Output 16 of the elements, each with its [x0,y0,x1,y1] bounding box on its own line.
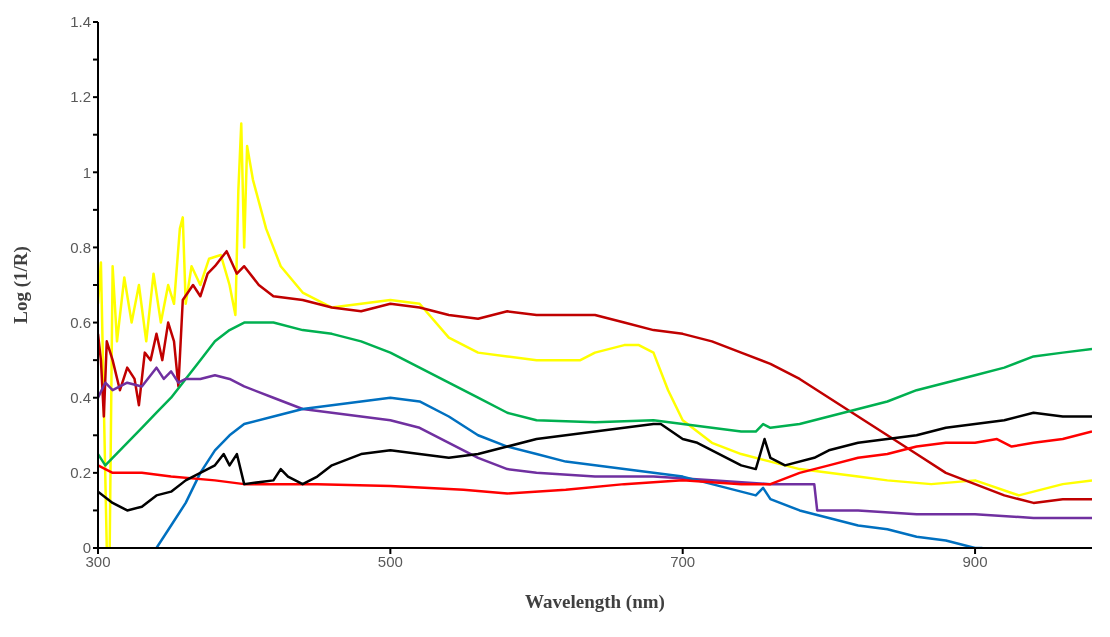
x-axis-title: Wavelength (nm) [525,591,665,613]
x-tick-label: 700 [670,552,696,570]
line-series [98,249,1092,505]
y-tick-label: 0.8 [70,238,91,256]
line-series [98,321,1092,467]
y-tick-label: 1 [82,163,91,181]
line-series [98,366,1092,520]
y-tick-label: 1.2 [70,88,91,106]
y-tick-label: 0.4 [70,389,91,407]
line-series [98,430,1092,495]
x-tick-label: 500 [377,552,403,570]
y-axis-title: Log (1/R) [9,246,32,324]
y-tick-label: 0.2 [70,464,91,482]
y-tick-label: 1.4 [70,13,91,31]
x-tick-label: 900 [962,552,988,570]
y-tick-label: 0.6 [70,313,91,331]
